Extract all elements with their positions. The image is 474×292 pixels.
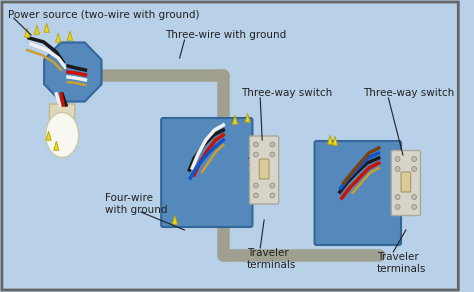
FancyBboxPatch shape — [249, 136, 279, 204]
Text: Traveler
terminals: Traveler terminals — [246, 248, 296, 270]
FancyBboxPatch shape — [161, 118, 253, 227]
Polygon shape — [44, 42, 101, 102]
Polygon shape — [172, 215, 177, 224]
Text: Three-way switch: Three-way switch — [241, 88, 332, 98]
Circle shape — [395, 157, 400, 161]
Circle shape — [254, 183, 258, 188]
FancyBboxPatch shape — [392, 150, 420, 215]
Circle shape — [270, 142, 275, 147]
Polygon shape — [34, 25, 39, 34]
Polygon shape — [54, 141, 59, 150]
Circle shape — [412, 194, 417, 199]
Circle shape — [395, 204, 400, 209]
Circle shape — [254, 193, 258, 198]
FancyBboxPatch shape — [315, 141, 401, 245]
Circle shape — [270, 183, 275, 188]
Polygon shape — [25, 28, 30, 37]
Text: Three-way switch: Three-way switch — [363, 88, 455, 98]
Circle shape — [412, 157, 417, 161]
Circle shape — [254, 152, 258, 157]
Circle shape — [395, 166, 400, 171]
Circle shape — [270, 152, 275, 157]
Polygon shape — [328, 135, 333, 144]
Circle shape — [270, 193, 275, 198]
Circle shape — [254, 142, 258, 147]
Ellipse shape — [46, 112, 79, 157]
Polygon shape — [46, 131, 51, 140]
Polygon shape — [44, 23, 49, 32]
Circle shape — [412, 166, 417, 171]
FancyBboxPatch shape — [49, 104, 75, 120]
Circle shape — [395, 194, 400, 199]
Polygon shape — [55, 33, 61, 42]
Polygon shape — [232, 115, 237, 124]
Polygon shape — [67, 31, 73, 40]
Text: Three-wire with ground: Three-wire with ground — [165, 30, 286, 40]
Circle shape — [412, 204, 417, 209]
Text: Four-wire
with ground: Four-wire with ground — [105, 193, 167, 215]
FancyBboxPatch shape — [401, 172, 411, 192]
Text: Traveler
terminals: Traveler terminals — [377, 252, 426, 274]
Polygon shape — [332, 136, 337, 145]
FancyBboxPatch shape — [259, 159, 269, 179]
Text: Power source (two-wire with ground): Power source (two-wire with ground) — [8, 10, 199, 20]
Polygon shape — [245, 113, 250, 122]
